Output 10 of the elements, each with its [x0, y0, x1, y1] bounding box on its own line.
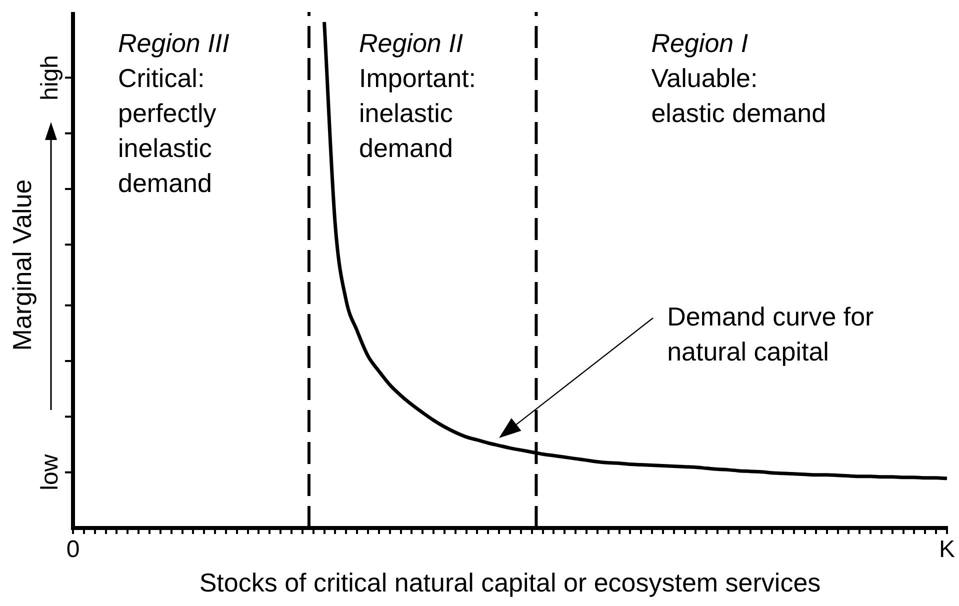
annotation: Region III Critical: perfectly inelastic demand — [118, 28, 230, 198]
x-axis-title: Stocks of critical natural capital or ecosystem services — [199, 568, 821, 598]
text: high — [36, 54, 64, 100]
x-tick-label: 0 — [66, 536, 80, 564]
y-axis-title: Marginal Value — [7, 179, 38, 351]
annotation: Region I Valuable: elastic demand — [651, 28, 826, 128]
text: low — [36, 454, 64, 490]
annotation: Demand curve for natural capital — [667, 302, 874, 367]
annotation: Region II Important: inelastic demand — [358, 28, 476, 163]
x-tick-label: K — [938, 536, 956, 564]
